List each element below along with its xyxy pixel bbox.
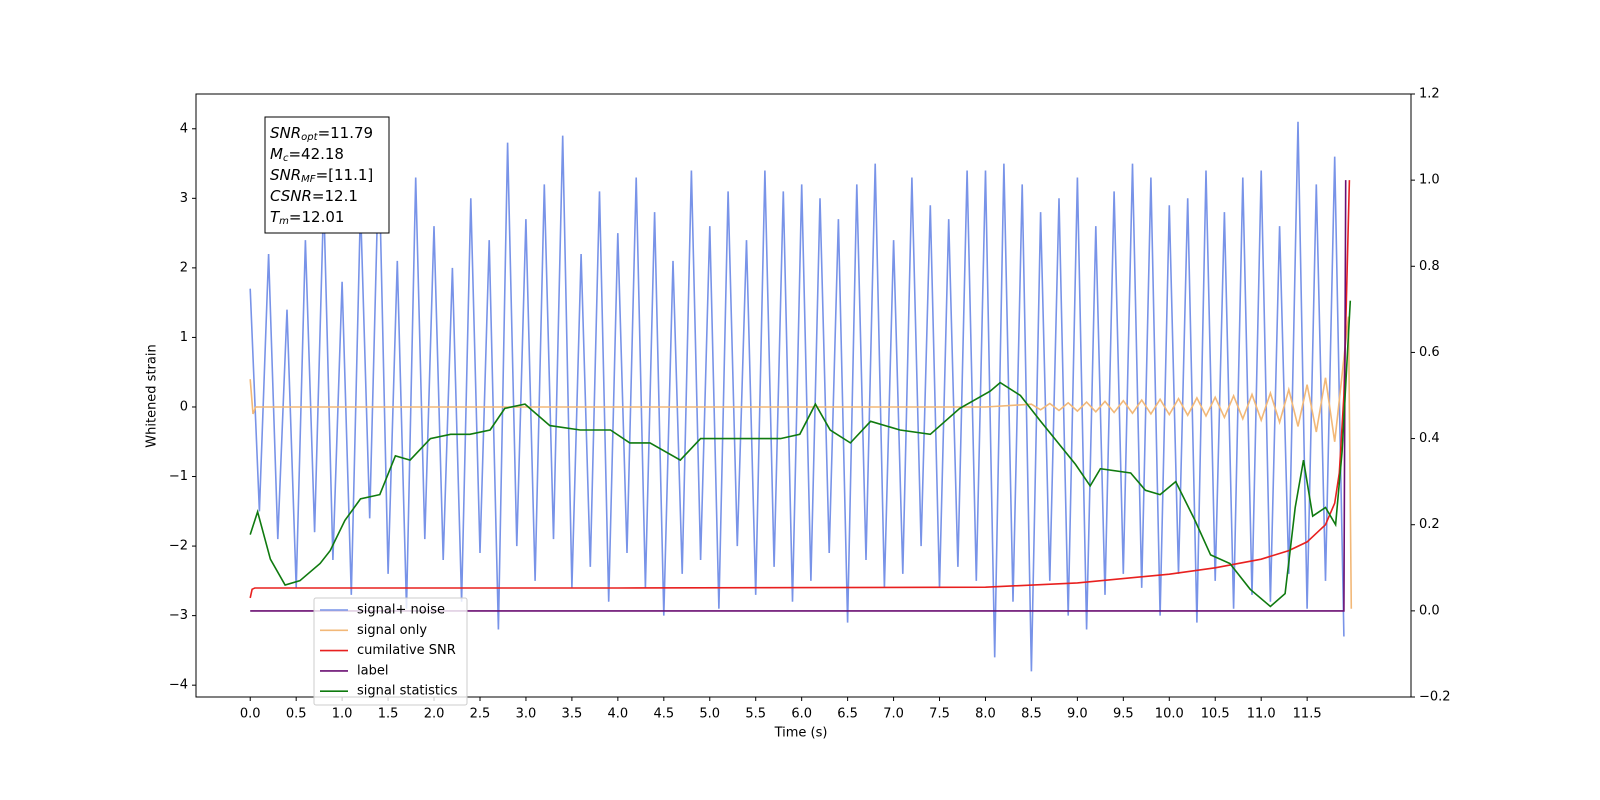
x-tick-label: 5.0: [699, 707, 720, 722]
legend-label: cumilative SNR: [357, 643, 456, 658]
x-tick-label: 5.5: [745, 707, 766, 722]
x-tick-label: 8.0: [975, 707, 996, 722]
x-tick-label: 11.5: [1293, 707, 1322, 722]
annotation-subscript: m: [279, 216, 289, 227]
x-tick-label: 1.5: [378, 707, 399, 722]
y2-tick-label: 1.0: [1419, 173, 1440, 188]
x-tick-label: 3.5: [562, 707, 583, 722]
x-tick-label: 10.5: [1201, 707, 1230, 722]
annotation-value: =[11.1]: [316, 166, 374, 184]
annotation-value: =11.79: [318, 124, 374, 142]
y-tick-label: −2: [169, 539, 188, 554]
annotation-line: SNRopt=11.79: [270, 124, 373, 144]
annotation-value: =42.18: [288, 145, 344, 163]
legend-label: label: [357, 663, 388, 678]
y2-tick-label: 0.8: [1419, 259, 1440, 274]
x-tick-label: 6.5: [837, 707, 858, 722]
annotation-line: SNRMF=[11.1]: [270, 166, 373, 186]
annotation-subscript: opt: [301, 132, 318, 143]
legend-label: signal only: [357, 623, 427, 638]
y-tick-label: 4: [180, 121, 188, 136]
annotation-symbol: T: [270, 208, 281, 226]
y2-tick-label: −0.2: [1419, 690, 1451, 705]
annotation-symbol: M: [270, 145, 283, 163]
y-tick-label: −4: [169, 678, 188, 693]
y2-tick-label: 0.2: [1419, 517, 1440, 532]
annotation-value: =12.1: [312, 187, 358, 205]
annotation-subscript: c: [283, 153, 289, 164]
y-tick-label: 2: [180, 260, 188, 275]
legend-label: signal+ noise: [357, 603, 445, 618]
series-line: [249, 300, 1352, 608]
series-line: [250, 180, 1347, 612]
y-tick-label: 3: [180, 191, 188, 206]
annotation-symbol: SNR: [270, 124, 301, 142]
annotation-line: CSNR=12.1: [270, 187, 358, 205]
x-tick-label: 4.0: [608, 707, 629, 722]
x-tick-label: 7.5: [929, 707, 950, 722]
x-tick-label: 0.0: [240, 707, 261, 722]
x-tick-label: 7.0: [883, 707, 904, 722]
y-tick-label: −3: [169, 608, 188, 623]
x-tick-label: 1.0: [332, 707, 353, 722]
x-tick-label: 3.0: [516, 707, 537, 722]
x-tick-label: 0.5: [286, 707, 307, 722]
annotation-line: Tm=12.01: [270, 208, 344, 228]
y2-tick-label: 1.2: [1419, 87, 1440, 102]
series-line: [249, 316, 1353, 609]
x-axis-label: Time (s): [774, 726, 828, 741]
x-tick-label: 10.0: [1155, 707, 1184, 722]
series-line: [249, 121, 1345, 672]
y-tick-label: 0: [180, 399, 188, 414]
x-tick-label: 2.0: [424, 707, 445, 722]
x-tick-label: 8.5: [1021, 707, 1042, 722]
annotation-subscript: MF: [301, 174, 316, 185]
y2-tick-label: 0.6: [1419, 345, 1440, 360]
plot-area: [249, 121, 1353, 672]
x-tick-label: 9.5: [1113, 707, 1134, 722]
series-line: [249, 180, 1351, 599]
legend-box: [313, 597, 468, 706]
x-tick-label: 2.5: [470, 707, 491, 722]
x-tick-label: 6.0: [791, 707, 812, 722]
x-tick-label: 11.0: [1247, 707, 1276, 722]
y-axis-label: Whitened strain: [145, 344, 160, 447]
annotation-value: =12.01: [289, 208, 345, 226]
y2-tick-label: 0.4: [1419, 431, 1440, 446]
legend-label: signal statistics: [357, 684, 458, 699]
x-tick-label: 4.5: [653, 707, 674, 722]
y-tick-label: 1: [180, 330, 188, 345]
y-tick-label: −1: [169, 469, 188, 484]
annotation-line: Mc=42.18: [270, 145, 344, 165]
plot-frame: [195, 93, 1412, 698]
y2-tick-label: 0.0: [1419, 603, 1440, 618]
annotation-symbol: SNR: [270, 166, 301, 184]
annotation-box: [264, 116, 390, 234]
annotation-symbol: CSNR: [270, 187, 312, 205]
x-tick-label: 9.0: [1067, 707, 1088, 722]
